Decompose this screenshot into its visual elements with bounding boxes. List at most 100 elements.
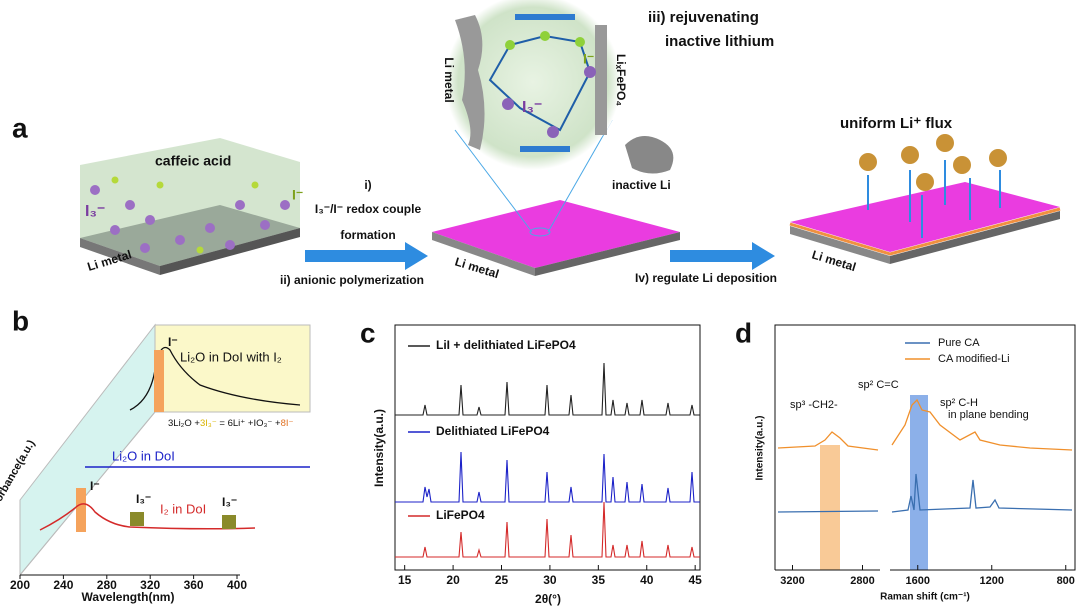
spectrum — [777, 473, 1073, 513]
x-axis-label: Raman shift (cm⁻¹) — [880, 592, 970, 603]
deposit-layer — [789, 207, 1061, 256]
x-tick-label: 35 — [592, 573, 606, 587]
label: I₃⁻/I⁻ redox couple — [315, 202, 422, 216]
spectrum — [395, 362, 700, 416]
x-tick-label: 3200 — [780, 575, 804, 587]
slab-top — [80, 205, 300, 266]
redox-cycle — [488, 34, 592, 132]
label: inactive Li — [612, 178, 671, 192]
label: I₃⁻ — [522, 99, 542, 116]
slab-edge — [890, 211, 1060, 264]
annotation: in plane bending — [948, 409, 1029, 421]
y-axis-label: Intensity(a.u.) — [372, 409, 386, 487]
label: inactive lithium — [665, 33, 774, 50]
equation: 3Li₂O +3I₃⁻ = 6Li⁺ +IO₃⁻ +8I⁻ — [168, 418, 294, 429]
li-metal-surface — [455, 15, 485, 150]
label: I⁻ — [168, 335, 178, 349]
slab-edge — [80, 238, 160, 275]
annotation: sp² C=C — [858, 379, 899, 391]
x-tick-label: 15 — [398, 573, 412, 587]
slab-top — [790, 182, 1060, 252]
x-tick-label: 200 — [10, 578, 30, 592]
panel-label: d — [735, 317, 752, 348]
inactive-li-icon — [625, 136, 674, 174]
panel-label: c — [360, 317, 376, 348]
flux-arrows — [867, 160, 1001, 238]
zoom-line — [454, 129, 533, 233]
slab-edge — [535, 232, 680, 276]
slab-edge — [432, 232, 535, 276]
x-axis-label: Wavelength(nm) — [82, 590, 175, 604]
label: Iv) regulate Li deposition — [635, 271, 777, 285]
label: I⁻ — [583, 51, 594, 67]
legend-label: Delithiated LiFePO4 — [436, 424, 550, 438]
marker — [130, 512, 144, 526]
x-tick-label: 1200 — [980, 575, 1004, 587]
slab-edge — [790, 226, 890, 264]
label: uniform Li⁺ flux — [840, 115, 953, 132]
flow-bar — [520, 146, 570, 152]
label: Li₂O in DoI with I₂ — [180, 349, 282, 364]
y-axis-label: Intensity(a.u.) — [755, 415, 766, 480]
zoom-line — [547, 119, 613, 233]
x-tick-label: 360 — [184, 578, 204, 592]
label: I⁻ — [292, 187, 303, 203]
panel-label: a — [12, 112, 28, 143]
i-ions — [111, 176, 259, 254]
plot-frame — [774, 324, 1076, 571]
label: i) — [364, 178, 371, 192]
label: ii) anionic polymerization — [280, 273, 424, 287]
legend-label: Pure CA — [938, 337, 980, 349]
label: I₃⁻ — [85, 203, 105, 220]
arrow — [670, 242, 775, 270]
x-axis-label: 2θ(°) — [535, 592, 561, 606]
zoom-spot — [529, 227, 551, 237]
flow-bar — [515, 14, 575, 20]
i3-ions — [90, 185, 290, 253]
spectrum — [39, 503, 256, 531]
marker — [222, 515, 236, 529]
x-tick-label: 30 — [543, 573, 557, 587]
slab-edge — [160, 228, 300, 275]
label: LiₓFePO₄ — [614, 54, 628, 106]
annotation: sp³ -CH2- — [790, 399, 838, 411]
label: iii) rejuvenating — [648, 9, 759, 26]
highlight — [910, 395, 928, 570]
label: I₃⁻ — [136, 492, 151, 506]
li-ions — [859, 134, 1007, 191]
x-tick-label: 280 — [97, 578, 117, 592]
label: caffeic acid — [155, 153, 231, 169]
label: Li metal — [442, 57, 456, 102]
x-tick-label: 20 — [446, 573, 460, 587]
label: I₂ in DoI — [160, 501, 206, 516]
x-tick-label: 800 — [1057, 575, 1075, 587]
panel-label: b — [12, 305, 29, 336]
spectrum — [129, 346, 301, 411]
highlight — [76, 488, 86, 532]
legend-label: LiI + delithiated LiFePO4 — [436, 338, 576, 352]
label: I⁻ — [90, 479, 100, 493]
i3-ions — [502, 66, 596, 138]
x-tick-label: 240 — [53, 578, 73, 592]
x-tick-label: 25 — [495, 573, 509, 587]
annotation: sp² C-H — [940, 397, 978, 409]
legend-label: CA modified-Li — [938, 353, 1010, 365]
highlight — [154, 350, 164, 412]
x-tick-label: 320 — [140, 578, 160, 592]
cathode — [595, 25, 607, 135]
label: Li₂O in DoI — [112, 448, 175, 463]
x-tick-label: 45 — [688, 573, 702, 587]
spectrum — [395, 501, 700, 558]
spectrum — [395, 451, 700, 503]
x-tick-label: 40 — [640, 573, 654, 587]
label: formation — [340, 228, 395, 242]
legend-label: LiFePO4 — [436, 508, 485, 522]
arrow — [305, 242, 428, 270]
highlight — [820, 445, 840, 570]
x-tick-label: 400 — [227, 578, 247, 592]
i-ions — [505, 31, 585, 50]
spectrum — [777, 398, 1073, 451]
x-tick-label: 2800 — [850, 575, 874, 587]
slab-top — [432, 200, 680, 268]
